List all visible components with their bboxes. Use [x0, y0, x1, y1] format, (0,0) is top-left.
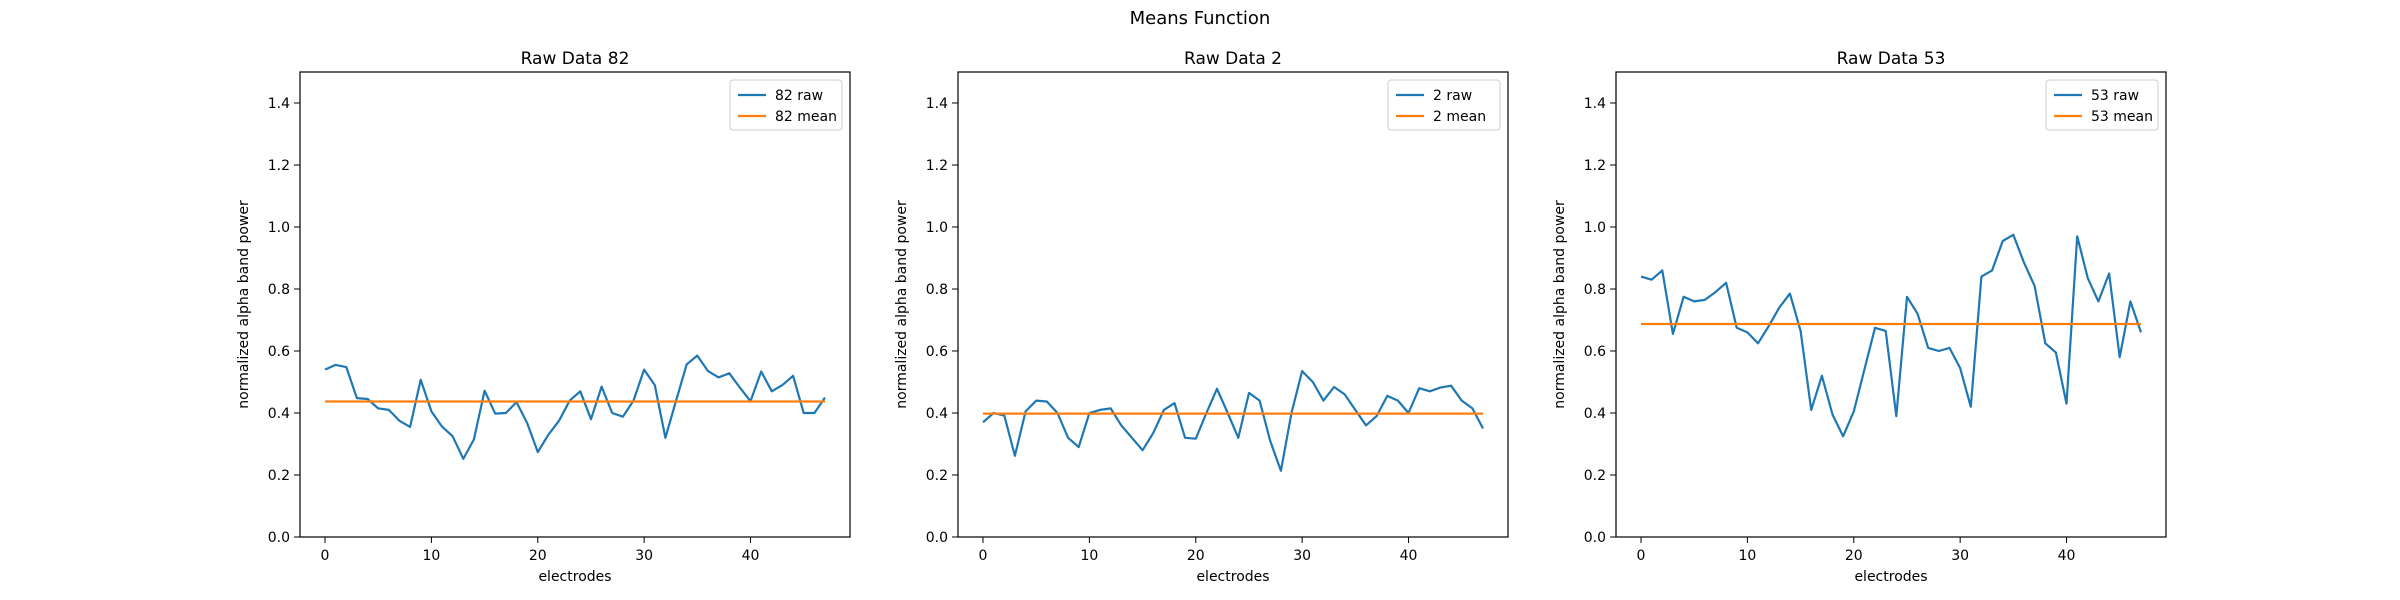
- y-axis-label: normalized alpha band power: [236, 200, 252, 409]
- series-line-raw: [982, 370, 1484, 472]
- x-tick-label: 30: [635, 548, 653, 564]
- x-axis-label: electrodes: [538, 569, 611, 585]
- x-tick-label: 0: [1637, 548, 1646, 564]
- y-tick-label: 0.8: [268, 282, 290, 298]
- legend-entry: 82 mean: [775, 109, 837, 125]
- x-axis-label: electrodes: [1196, 569, 1269, 585]
- legend: 82 raw 82 mean: [729, 79, 843, 131]
- x-tick-label: 20: [1845, 548, 1863, 564]
- chart-title: Raw Data 2: [1184, 49, 1282, 69]
- chart-title: Raw Data 53: [1837, 49, 1946, 69]
- chart-3: Raw Data 53 0.0 0.2 0.4 0.6 0.8 1.0 1.2 1.4 0 10 20…: [1552, 49, 2167, 585]
- x-tick-label: 10: [1080, 548, 1098, 564]
- legend-entry: 2 mean: [1433, 109, 1486, 125]
- x-tick-label: 20: [529, 548, 547, 564]
- y-tick-label: 1.4: [1584, 96, 1606, 112]
- x-tick-label: 40: [742, 548, 760, 564]
- legend-box: [2045, 79, 2159, 131]
- y-tick-label: 0.2: [926, 468, 948, 484]
- y-tick-label: 1.2: [926, 158, 948, 174]
- y-tick-label: 0.2: [268, 468, 290, 484]
- x-tick-label: 10: [422, 548, 440, 564]
- y-tick-label: 0.0: [926, 530, 948, 546]
- legend-entry: 53 mean: [2091, 109, 2153, 125]
- legend-box: [729, 79, 843, 131]
- y-tick-label: 0.4: [268, 406, 290, 422]
- y-axis-label: normalized alpha band power: [894, 200, 910, 409]
- series-line-raw: [324, 354, 826, 460]
- figure-title: Means Function: [1129, 8, 1271, 29]
- chart-2: Raw Data 2 0.0 0.2 0.4 0.6 0.8 1.0 1.2 1.4 0 10 20 3…: [894, 49, 1509, 585]
- series-line-raw: [1640, 233, 2143, 438]
- y-tick-label: 0.4: [926, 406, 948, 422]
- y-tick-label: 0.6: [268, 344, 290, 360]
- x-tick-label: 40: [1400, 548, 1418, 564]
- y-tick-label: 0.4: [1584, 406, 1606, 422]
- y-tick-label: 0.6: [926, 344, 948, 360]
- y-tick-label: 0.8: [926, 282, 948, 298]
- y-tick-label: 1.4: [268, 96, 290, 112]
- x-tick-label: 0: [321, 548, 330, 564]
- plot-frame: [1615, 71, 2167, 538]
- x-axis-label: electrodes: [1854, 569, 1927, 585]
- y-tick-label: 1.2: [268, 158, 290, 174]
- y-tick-label: 0.0: [1584, 530, 1606, 546]
- y-tick-label: 0.2: [1584, 468, 1606, 484]
- plot-frame: [957, 71, 1509, 538]
- y-tick-label: 1.0: [268, 220, 290, 236]
- legend-entry: 53 raw: [2091, 88, 2139, 104]
- y-tick-label: 0.8: [1584, 282, 1606, 298]
- y-tick-label: 0.0: [268, 530, 290, 546]
- x-tick-label: 40: [2058, 548, 2076, 564]
- y-tick-label: 0.6: [1584, 344, 1606, 360]
- legend-entry: 2 raw: [1433, 88, 1472, 104]
- y-tick-label: 1.4: [926, 96, 948, 112]
- y-tick-label: 1.0: [926, 220, 948, 236]
- x-tick-label: 30: [1293, 548, 1311, 564]
- legend: 53 raw 53 mean: [2045, 79, 2159, 131]
- x-tick-label: 20: [1187, 548, 1205, 564]
- plot-frame: [299, 71, 851, 538]
- legend-box: [1387, 79, 1501, 131]
- legend-entry: 82 raw: [775, 88, 823, 104]
- y-tick-label: 1.0: [1584, 220, 1606, 236]
- x-tick-label: 30: [1951, 548, 1969, 564]
- y-axis-label: normalized alpha band power: [1552, 200, 1568, 409]
- chart-title: Raw Data 82: [521, 49, 630, 69]
- legend: 2 raw 2 mean: [1387, 79, 1501, 131]
- y-tick-label: 1.2: [1584, 158, 1606, 174]
- chart-1: Raw Data 82 0.0 0.2 0.4 0.6 0.8 1.0 1.2 1.4 0 10 20…: [236, 49, 851, 585]
- x-tick-label: 0: [979, 548, 988, 564]
- x-tick-label: 10: [1738, 548, 1756, 564]
